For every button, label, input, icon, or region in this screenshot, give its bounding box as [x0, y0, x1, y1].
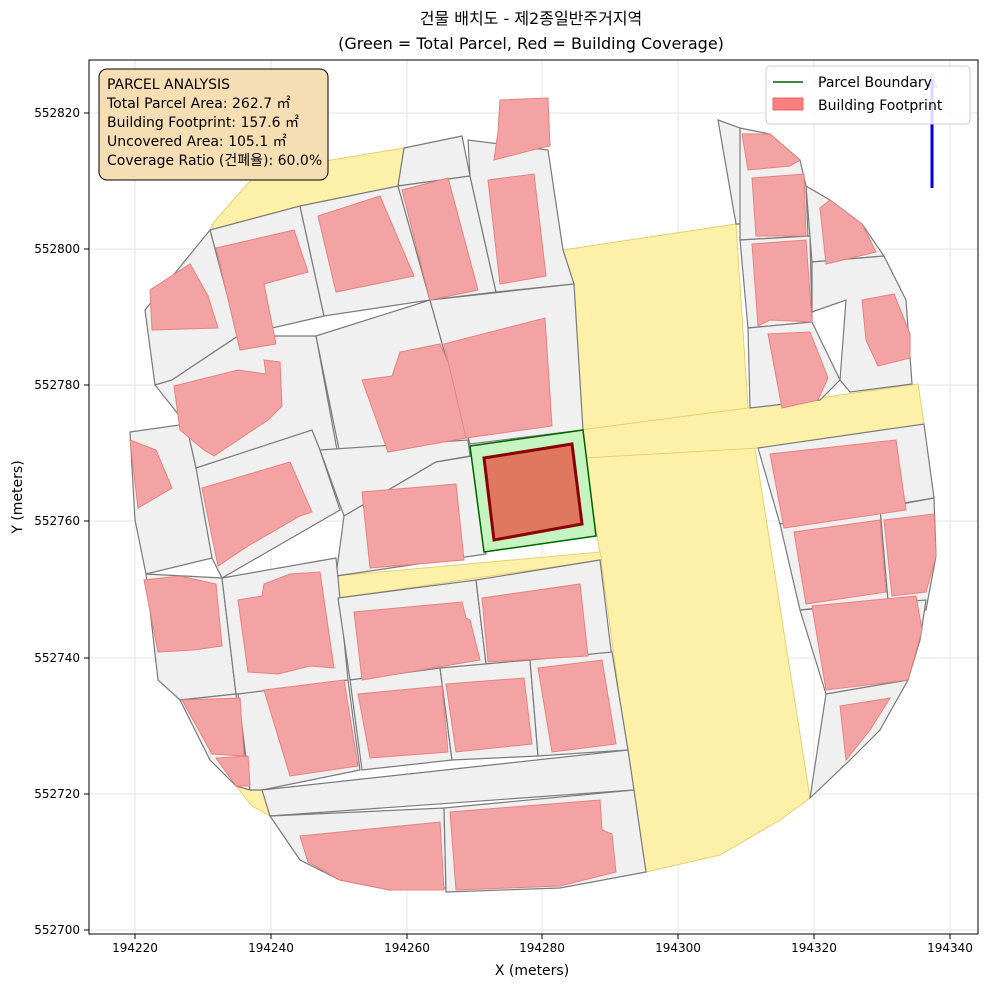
info-uncovered-area: Uncovered Area: 105.1 ㎡ [107, 134, 287, 150]
plot-frame [88, 59, 979, 935]
y-tick-label: 552800 [34, 242, 80, 256]
building [129, 439, 173, 509]
x-tick-label: 194220 [112, 941, 158, 955]
x-axis-label: X (meters) [495, 963, 569, 979]
x-tick-label: 194320 [791, 941, 837, 955]
info-coverage-ratio: Coverage Ratio (건폐율): 60.0% [107, 153, 322, 169]
info-box-background [98, 68, 329, 181]
building [767, 331, 829, 409]
legend-building-label: Building Footprint [818, 98, 943, 114]
building [317, 195, 415, 293]
target-building[interactable] [482, 442, 584, 542]
info-total-area: Total Parcel Area: 262.7 ㎡ [106, 96, 291, 112]
building [769, 439, 907, 529]
legend-parcel-label: Parcel Boundary [818, 75, 932, 91]
building-footprints [129, 97, 937, 891]
x-tick-label: 194300 [655, 941, 701, 955]
building [819, 199, 877, 265]
y-axis-label: Y (meters) [10, 460, 26, 534]
info-building-footprint: Building Footprint: 157.6 ㎡ [107, 115, 299, 131]
y-tick-label: 552700 [34, 923, 80, 937]
building [537, 659, 617, 753]
legend-frame [765, 65, 971, 125]
building [299, 821, 445, 891]
building [353, 601, 481, 681]
building [445, 677, 533, 753]
x-tick-label: 194240 [248, 941, 294, 955]
building [449, 799, 617, 891]
info-heading: PARCEL ANALYSIS [107, 77, 230, 93]
building [861, 293, 911, 367]
legend: Parcel Boundary Building Footprint [765, 65, 971, 125]
y-tick-label: 552820 [34, 106, 80, 120]
building [143, 575, 223, 653]
building [361, 483, 465, 569]
building [263, 679, 359, 777]
building [839, 697, 892, 762]
building [793, 519, 887, 605]
x-tick-label: 194280 [519, 941, 565, 955]
building [215, 229, 309, 351]
building [401, 177, 479, 301]
y-tick-label: 552740 [34, 651, 80, 665]
building [883, 513, 937, 597]
tick-marks [84, 112, 951, 939]
building [149, 263, 219, 331]
building [741, 133, 801, 171]
title-line-1: 건물 배치도 - 제2종일반주거지역 [420, 9, 643, 28]
building [357, 685, 449, 759]
y-tick-label: 552720 [34, 787, 80, 801]
building [237, 571, 335, 675]
y-tick-label: 552760 [34, 514, 80, 528]
building [493, 97, 551, 161]
legend-building-swatch [772, 97, 804, 111]
building [201, 461, 313, 567]
building [751, 173, 807, 237]
building [481, 583, 589, 663]
parcel-analysis-box: PARCEL ANALYSIS Total Parcel Area: 262.7… [98, 68, 329, 181]
road-main [562, 223, 811, 873]
y-tick-label: 552780 [34, 378, 80, 392]
building [173, 359, 283, 457]
building [443, 317, 553, 439]
building [751, 239, 813, 327]
building [811, 595, 923, 691]
road-areas [209, 147, 925, 873]
title-line-2: (Green = Total Parcel, Red = Building Co… [338, 34, 724, 53]
building [487, 173, 547, 285]
x-tick-label: 194340 [927, 941, 973, 955]
x-tick-label: 194260 [384, 941, 430, 955]
building [215, 755, 251, 787]
